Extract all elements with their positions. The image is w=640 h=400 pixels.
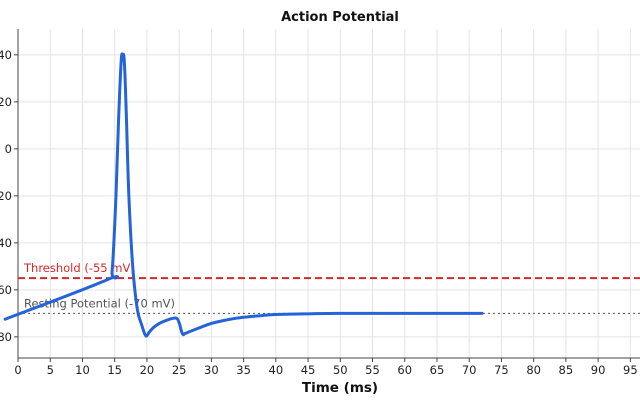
x-axis-label: Time (ms) — [302, 380, 378, 396]
x-tick-label: 70 — [462, 363, 477, 377]
threshold-label: Threshold (-55 mV) — [23, 261, 135, 275]
y-tick-label: 20 — [0, 95, 12, 109]
x-tick-label: 10 — [75, 363, 90, 377]
x-tick-label: 45 — [301, 363, 316, 377]
x-tick-label: 30 — [204, 363, 219, 377]
x-tick-label: 20 — [140, 363, 155, 377]
x-axis-ticks: 0 5 10 15 20 25 30 35 40 45 50 55 60 65 70 75 80 85 90 95 — [14, 358, 638, 377]
y-tick-label: 80 — [0, 330, 12, 344]
x-tick-label: 85 — [559, 363, 574, 377]
y-axis-ticks: 40 20 0 20 40 60 80 — [0, 48, 18, 344]
y-tick-label: 40 — [0, 48, 12, 62]
y-tick-label: 60 — [0, 283, 12, 297]
x-tick-label: 55 — [365, 363, 380, 377]
y-tick-label: 40 — [0, 236, 12, 250]
x-tick-label: 65 — [430, 363, 445, 377]
x-tick-label: 90 — [591, 363, 606, 377]
x-tick-label: 50 — [333, 363, 348, 377]
x-tick-label: 35 — [236, 363, 251, 377]
y-tick-label: 0 — [5, 142, 12, 156]
grid-lines — [17, 29, 640, 358]
x-tick-label: 40 — [269, 363, 284, 377]
x-tick-label: 80 — [526, 363, 541, 377]
y-tick-label: 20 — [0, 189, 12, 203]
x-tick-label: 75 — [494, 363, 509, 377]
membrane-potential-line — [3, 52, 484, 338]
series-group — [3, 52, 484, 338]
x-tick-label: 15 — [107, 363, 122, 377]
chart-title: Action Potential — [281, 10, 399, 25]
x-tick-label: 95 — [623, 363, 638, 377]
x-tick-label: 60 — [397, 363, 412, 377]
x-tick-label: 0 — [14, 363, 21, 377]
x-tick-label: 5 — [47, 363, 54, 377]
x-tick-label: 25 — [172, 363, 187, 377]
